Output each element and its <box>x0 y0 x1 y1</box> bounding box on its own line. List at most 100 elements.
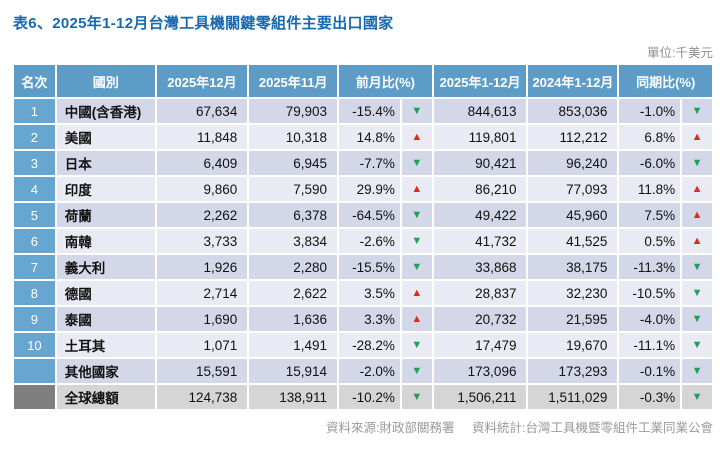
header-row: 名次 國別 2025年12月 2025年11月 前月比(%) 2025年1-12月 2024… <box>14 65 712 97</box>
value-2025-ytd: 844,613 <box>433 99 527 123</box>
mom-percent: 29.9% <box>339 177 400 201</box>
value-2024-ytd: 41,525 <box>528 229 618 253</box>
country-cell: 其他國家 <box>56 359 155 383</box>
yoy-trend-icon: ▲ <box>682 177 712 201</box>
mom-percent: -15.4% <box>339 99 400 123</box>
table-row: 5 荷蘭 2,262 6,378 -64.5% ▼ 49,422 45,960 7.5% ▲ <box>14 203 712 227</box>
value-2025-ytd: 90,421 <box>433 151 527 175</box>
table-row: 4 印度 9,860 7,590 29.9% ▲ 86,210 77,093 11.8% ▲ <box>14 177 712 201</box>
country-cell: 義大利 <box>56 255 155 279</box>
column-header: 同期比(%) <box>619 65 712 97</box>
value-2025-12: 2,714 <box>156 281 248 305</box>
yoy-percent: 7.5% <box>619 203 681 227</box>
mom-trend-icon: ▲ <box>401 281 432 305</box>
unit-label: 單位:千美元 <box>647 46 713 60</box>
column-header: 2025年11月 <box>249 65 338 97</box>
mom-trend-icon: ▼ <box>401 333 432 357</box>
table-row: 2 美國 11,848 10,318 14.8% ▲ 119,801 112,212 6.8% ▲ <box>14 125 712 149</box>
value-2024-ytd: 173,293 <box>528 359 618 383</box>
yoy-percent: -4.0% <box>619 307 681 331</box>
mom-trend-icon: ▲ <box>401 307 432 331</box>
value-2025-12: 2,262 <box>156 203 248 227</box>
mom-trend-icon: ▼ <box>401 203 432 227</box>
mom-percent: -2.6% <box>339 229 400 253</box>
yoy-trend-icon: ▲ <box>682 125 712 149</box>
value-2024-ytd: 21,595 <box>528 307 618 331</box>
mom-percent: 3.3% <box>339 307 400 331</box>
value-2024-ytd: 45,960 <box>528 203 618 227</box>
yoy-percent: -11.1% <box>619 333 681 357</box>
data-stats: 資料統計:台灣工具機暨零組件工業同業公會 <box>472 421 713 435</box>
rank-cell: 3 <box>14 151 55 175</box>
mom-percent: -15.5% <box>339 255 400 279</box>
value-2025-12: 6,409 <box>156 151 248 175</box>
report-page: 表6、2025年1-12月台灣工具機關鍵零組件主要出口國家 單位:千美元 名次國… <box>10 15 714 436</box>
table-row: 1 中國(含香港) 67,634 79,903 -15.4% ▼ 844,613 853,03… <box>14 99 712 123</box>
table-row: 10 土耳其 1,071 1,491 -28.2% ▼ 17,479 19,670 -11.1%… <box>14 333 712 357</box>
country-cell: 日本 <box>56 151 155 175</box>
mom-trend-icon: ▲ <box>401 177 432 201</box>
value-2025-11: 2,622 <box>249 281 338 305</box>
mom-percent: 14.8% <box>339 125 400 149</box>
mom-percent: -64.5% <box>339 203 400 227</box>
table-row: 全球總額 124,738 138,911 -10.2% ▼ 1,506,211 1,511,… <box>14 385 712 409</box>
yoy-percent: 11.8% <box>619 177 681 201</box>
yoy-trend-icon: ▼ <box>682 385 712 409</box>
column-header: 2024年1-12月 <box>528 65 618 97</box>
column-header: 名次 <box>14 65 55 97</box>
mom-trend-icon: ▼ <box>401 99 432 123</box>
yoy-percent: -10.5% <box>619 281 681 305</box>
mom-percent: -28.2% <box>339 333 400 357</box>
table-body: 1 中國(含香港) 67,634 79,903 -15.4% ▼ 844,613 853,03… <box>14 99 712 409</box>
country-cell: 中國(含香港) <box>56 99 155 123</box>
value-2024-ytd: 38,175 <box>528 255 618 279</box>
value-2025-11: 6,945 <box>249 151 338 175</box>
table-row: 6 南韓 3,733 3,834 -2.6% ▼ 41,732 41,525 0.5% ▲ <box>14 229 712 253</box>
value-2025-12: 15,591 <box>156 359 248 383</box>
value-2025-ytd: 119,801 <box>433 125 527 149</box>
value-2025-11: 15,914 <box>249 359 338 383</box>
mom-percent: 3.5% <box>339 281 400 305</box>
value-2025-12: 124,738 <box>156 385 248 409</box>
yoy-trend-icon: ▼ <box>682 359 712 383</box>
value-2025-12: 1,690 <box>156 307 248 331</box>
country-cell: 土耳其 <box>56 333 155 357</box>
value-2025-12: 9,860 <box>156 177 248 201</box>
footer-credits: 資料來源:財政部關務署 資料統計:台灣工具機暨零組件工業同業公會 <box>10 417 713 436</box>
country-cell: 美國 <box>56 125 155 149</box>
value-2025-12: 67,634 <box>156 99 248 123</box>
data-source: 資料來源:財政部關務署 <box>326 421 455 435</box>
mom-percent: -7.7% <box>339 151 400 175</box>
yoy-trend-icon: ▼ <box>682 255 712 279</box>
rank-cell: 7 <box>14 255 55 279</box>
value-2025-12: 1,926 <box>156 255 248 279</box>
table-row: 8 德國 2,714 2,622 3.5% ▲ 28,837 32,230 -10.5% ▼ <box>14 281 712 305</box>
country-cell: 印度 <box>56 177 155 201</box>
country-cell: 德國 <box>56 281 155 305</box>
yoy-trend-icon: ▼ <box>682 99 712 123</box>
value-2024-ytd: 77,093 <box>528 177 618 201</box>
mom-trend-icon: ▼ <box>401 385 432 409</box>
value-2025-12: 11,848 <box>156 125 248 149</box>
yoy-trend-icon: ▲ <box>682 229 712 253</box>
table-row: 其他國家 15,591 15,914 -2.0% ▼ 173,096 173,293 -0.1… <box>14 359 712 383</box>
value-2025-11: 10,318 <box>249 125 338 149</box>
value-2024-ytd: 96,240 <box>528 151 618 175</box>
table-row: 3 日本 6,409 6,945 -7.7% ▼ 90,421 96,240 -6.0% ▼ <box>14 151 712 175</box>
yoy-trend-icon: ▼ <box>682 333 712 357</box>
value-2025-11: 7,590 <box>249 177 338 201</box>
value-2025-11: 79,903 <box>249 99 338 123</box>
value-2025-ytd: 41,732 <box>433 229 527 253</box>
rank-cell: 6 <box>14 229 55 253</box>
value-2025-11: 6,378 <box>249 203 338 227</box>
mom-trend-icon: ▼ <box>401 359 432 383</box>
value-2025-ytd: 49,422 <box>433 203 527 227</box>
rank-cell: 4 <box>14 177 55 201</box>
yoy-percent: -11.3% <box>619 255 681 279</box>
rank-cell <box>14 385 55 409</box>
country-cell: 泰國 <box>56 307 155 331</box>
value-2025-11: 1,491 <box>249 333 338 357</box>
export-countries-table: 名次 國別 2025年12月 2025年11月 前月比(%) 2025年1-12月 2024… <box>12 63 714 411</box>
table-row: 9 泰國 1,690 1,636 3.3% ▲ 20,732 21,595 -4.0% ▼ <box>14 307 712 331</box>
yoy-percent: -0.3% <box>619 385 681 409</box>
